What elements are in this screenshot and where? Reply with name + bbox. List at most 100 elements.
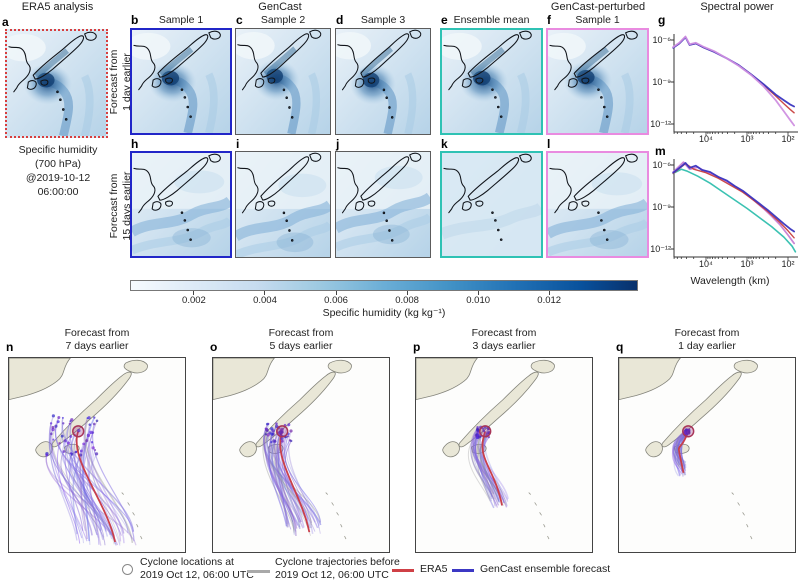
legend-cyclone-trajectories-line2: 2019 Oct 12, 06:00 UTC <box>275 569 389 581</box>
colorbar-tick-label: 0.004 <box>253 295 277 306</box>
map-gencast-sample1-1day <box>130 28 232 135</box>
traj-map-1day <box>618 357 796 553</box>
gencast-group-title: GenCast <box>258 1 302 13</box>
panel-letter-g: g <box>658 13 666 27</box>
wavelength-axis-label: Wavelength (km) <box>690 275 770 287</box>
colorbar-tick-label: 0.012 <box>537 295 562 306</box>
traj-title-5day-line1: Forecast from <box>268 327 334 339</box>
traj-title-7day-line1: Forecast from <box>64 327 130 339</box>
m-xtick-1e4: 10⁴ <box>699 259 713 269</box>
panel-letter-h: h <box>131 137 139 151</box>
colorbar-tick-label: 0.010 <box>466 295 491 306</box>
g-xtick-1e4: 10⁴ <box>699 134 713 144</box>
colorbar-ticks: 0.002 0.004 0.006 0.008 0.010 0.012 <box>130 291 638 307</box>
panel-letter-e: e <box>441 13 448 27</box>
cyclone-location-marker-icon <box>122 564 133 575</box>
map-gencast-sample2-15day <box>235 151 331 258</box>
era5-line-icon <box>392 569 414 572</box>
col-title-sample1: Sample 1 <box>158 14 204 26</box>
colorbar-tick-mark <box>335 291 337 295</box>
traj-title-3day: Forecast from 3 days earlier <box>415 327 593 353</box>
spectral-plot-15day <box>670 159 798 261</box>
map-gencast-sample3-1day <box>335 28 431 135</box>
traj-map-7day <box>8 357 186 553</box>
map-ensemble-mean-1day <box>440 28 543 135</box>
col-title-sample2: Sample 2 <box>260 14 306 26</box>
legend-era5: ERA5 <box>420 563 448 575</box>
traj-title-1day-line2: 1 day earlier <box>678 340 736 352</box>
caption-line2: (700 hPa) <box>34 158 82 170</box>
colorbar-tick-mark <box>193 291 195 295</box>
caption-line1: Specific humidity <box>18 144 98 156</box>
panel-letter-l: l <box>547 137 551 151</box>
gencast-line-icon <box>452 569 474 572</box>
g-xtick-1e3: 10³ <box>740 134 754 144</box>
col-title-perturbed-sample1: Sample 1 <box>575 14 620 26</box>
spectral-power-title: Spectral power <box>700 1 774 13</box>
legend-cyclone-locations-line1: Cyclone locations at <box>140 556 234 568</box>
panel-letter-c: c <box>236 13 243 27</box>
g-ytick-1e-9: 10⁻⁹ <box>652 77 671 87</box>
traj-title-3day-line1: Forecast from <box>471 327 537 339</box>
traj-title-7day-line2: 7 days earlier <box>65 340 129 352</box>
caption-line4: 06:00:00 <box>37 186 79 198</box>
legend-cyclone-trajectories-line1: Cyclone trajectories before <box>275 556 400 568</box>
g-xtick-1e2: 10² <box>781 134 795 144</box>
panel-letter-k: k <box>441 137 448 151</box>
col-title-sample3: Sample 3 <box>360 14 406 26</box>
col-title-ensemble-mean: Ensemble mean <box>453 14 530 26</box>
map-gencast-sample3-15day <box>335 151 431 258</box>
caption-line3: @2019-10-12 <box>25 172 91 184</box>
legend-cyclone-trajectories: Cyclone trajectories before 2019 Oct 12,… <box>275 556 437 582</box>
m-xtick-1e2: 10² <box>781 259 795 269</box>
panel-letter-m: m <box>655 144 666 158</box>
row1-label-line1: Forecast from <box>108 49 120 115</box>
colorbar-label: Specific humidity (kg kg⁻¹) <box>322 307 446 319</box>
spectral-plot-1day <box>670 34 798 136</box>
traj-map-3day <box>415 357 593 553</box>
g-ytick-1e-12: 10⁻¹² <box>650 119 671 129</box>
colorbar-tick-label: 0.008 <box>395 295 419 306</box>
colorbar-tick-mark <box>548 291 550 295</box>
panel-letter-o: o <box>210 340 218 354</box>
traj-title-7day: Forecast from 7 days earlier <box>8 327 186 353</box>
panel-letter-b: b <box>131 13 139 27</box>
colorbar-tick-label: 0.002 <box>182 295 206 306</box>
panel-letter-d: d <box>336 13 344 27</box>
map-perturbed-sample1-15day <box>546 151 649 258</box>
panel-letter-q: q <box>616 340 624 354</box>
traj-title-1day: Forecast from 1 day earlier <box>618 327 796 353</box>
legend-gencast-ensemble: GenCast ensemble forecast <box>480 563 611 575</box>
m-ytick-1e-12: 10⁻¹² <box>650 244 671 254</box>
panel-letter-a: a <box>2 15 9 29</box>
traj-title-5day-line2: 5 days earlier <box>269 340 333 352</box>
traj-map-5day <box>212 357 390 553</box>
m-ytick-1e-9: 10⁻⁹ <box>652 202 671 212</box>
g-ytick-1e-6: 10⁻⁶ <box>652 35 671 45</box>
m-ytick-1e-6: 10⁻⁶ <box>652 160 671 170</box>
legend-cyclone-locations-line2: 2019 Oct 12, 06:00 UTC <box>140 569 254 581</box>
era5-analysis-title: ERA5 analysis <box>21 1 94 13</box>
humidity-colorbar <box>130 280 638 291</box>
m-xtick-1e3: 10³ <box>740 259 754 269</box>
traj-title-3day-line2: 3 days earlier <box>472 340 536 352</box>
map-ensemble-mean-15day <box>440 151 543 258</box>
panel-letter-f: f <box>547 13 551 27</box>
panel-letter-i: i <box>236 137 240 151</box>
panel-letter-p: p <box>413 340 421 354</box>
traj-title-5day: Forecast from 5 days earlier <box>212 327 390 353</box>
map-gencast-sample2-1day <box>235 28 331 135</box>
era5-map-caption: Specific humidity (700 hPa) @2019-10-12 … <box>0 143 116 199</box>
legend-cyclone-locations: Cyclone locations at 2019 Oct 12, 06:00 … <box>140 556 272 582</box>
colorbar-tick-mark <box>264 291 266 295</box>
colorbar-tick-mark <box>406 291 408 295</box>
panel-letter-n: n <box>6 340 14 354</box>
map-perturbed-sample1-1day <box>546 28 649 135</box>
traj-title-1day-line1: Forecast from <box>674 327 740 339</box>
panel-letter-j: j <box>336 137 340 151</box>
gencast-perturbed-group-title: GenCast-perturbed <box>550 1 646 13</box>
colorbar-tick-mark <box>477 291 479 295</box>
gray-trajectory-line-icon <box>247 570 270 573</box>
map-gencast-sample1-15day <box>130 151 232 258</box>
